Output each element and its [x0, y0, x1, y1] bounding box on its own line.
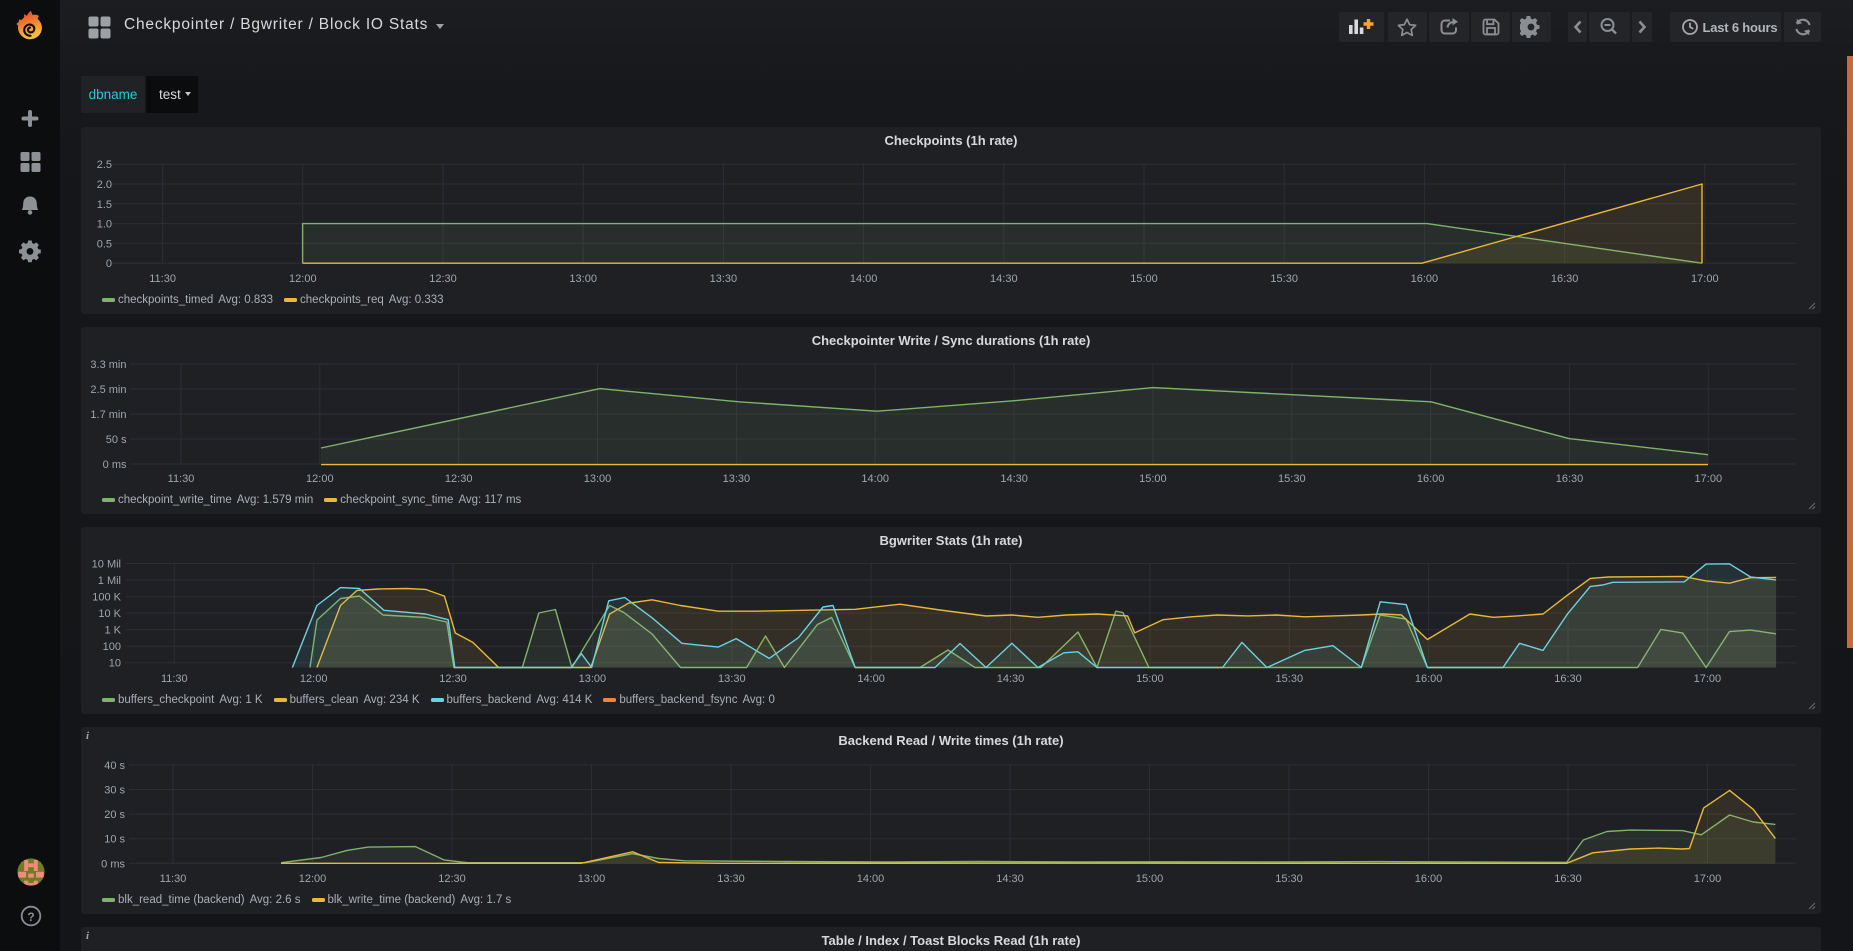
- svg-text:17:00: 17:00: [1695, 473, 1723, 485]
- svg-text:0 ms: 0 ms: [101, 858, 125, 870]
- svg-text:14:00: 14:00: [857, 873, 885, 885]
- svg-text:14:30: 14:30: [996, 873, 1024, 885]
- svg-text:10 Mil: 10 Mil: [92, 559, 121, 571]
- svg-text:12:30: 12:30: [445, 473, 473, 485]
- svg-text:20 s: 20 s: [104, 809, 125, 821]
- svg-text:14:00: 14:00: [857, 673, 885, 685]
- svg-text:0.5: 0.5: [97, 238, 112, 250]
- svg-text:13:00: 13:00: [578, 873, 606, 885]
- svg-text:10 K: 10 K: [98, 608, 121, 620]
- svg-text:15:00: 15:00: [1136, 873, 1164, 885]
- svg-text:13:30: 13:30: [718, 673, 746, 685]
- svg-text:1.7 min: 1.7 min: [90, 409, 126, 421]
- svg-text:?: ?: [27, 910, 34, 924]
- svg-text:13:30: 13:30: [723, 473, 751, 485]
- svg-text:40 s: 40 s: [104, 760, 125, 772]
- svg-text:15:00: 15:00: [1139, 473, 1167, 485]
- svg-text:10 s: 10 s: [104, 834, 125, 846]
- svg-text:17:00: 17:00: [1694, 673, 1722, 685]
- svg-text:100 K: 100 K: [92, 592, 121, 604]
- svg-text:13:00: 13:00: [579, 673, 607, 685]
- svg-text:2.5: 2.5: [97, 159, 112, 171]
- svg-text:13:30: 13:30: [717, 873, 745, 885]
- svg-text:16:00: 16:00: [1415, 873, 1443, 885]
- svg-text:11:30: 11:30: [160, 873, 187, 885]
- svg-text:17:00: 17:00: [1691, 273, 1719, 285]
- svg-text:11:30: 11:30: [168, 473, 195, 485]
- svg-text:16:00: 16:00: [1415, 673, 1443, 685]
- svg-text:12:30: 12:30: [429, 273, 457, 285]
- svg-text:11:30: 11:30: [149, 273, 176, 285]
- svg-text:12:00: 12:00: [289, 273, 317, 285]
- svg-text:15:00: 15:00: [1136, 673, 1164, 685]
- svg-text:12:30: 12:30: [438, 873, 466, 885]
- svg-text:16:30: 16:30: [1551, 273, 1579, 285]
- svg-text:0 ms: 0 ms: [103, 459, 127, 471]
- svg-text:13:00: 13:00: [569, 273, 597, 285]
- svg-text:15:30: 15:30: [1270, 273, 1298, 285]
- svg-text:30 s: 30 s: [104, 785, 125, 797]
- svg-text:14:00: 14:00: [861, 473, 889, 485]
- svg-text:14:00: 14:00: [850, 273, 878, 285]
- svg-text:11:30: 11:30: [161, 673, 188, 685]
- svg-text:13:00: 13:00: [584, 473, 612, 485]
- svg-text:16:00: 16:00: [1411, 273, 1439, 285]
- svg-text:10: 10: [109, 658, 121, 670]
- svg-text:100: 100: [103, 641, 121, 653]
- svg-text:1 Mil: 1 Mil: [98, 575, 121, 587]
- svg-text:15:30: 15:30: [1275, 873, 1303, 885]
- svg-text:16:30: 16:30: [1556, 473, 1584, 485]
- svg-text:3.3 min: 3.3 min: [90, 359, 126, 371]
- svg-text:1.0: 1.0: [97, 219, 112, 231]
- svg-text:1.5: 1.5: [97, 199, 112, 211]
- svg-text:12:00: 12:00: [299, 873, 327, 885]
- svg-text:13:30: 13:30: [710, 273, 738, 285]
- svg-text:16:30: 16:30: [1554, 873, 1582, 885]
- svg-text:16:00: 16:00: [1417, 473, 1445, 485]
- svg-text:14:30: 14:30: [990, 273, 1018, 285]
- svg-text:2.0: 2.0: [97, 179, 112, 191]
- svg-text:0: 0: [106, 258, 112, 270]
- svg-text:14:30: 14:30: [997, 673, 1025, 685]
- svg-text:12:00: 12:00: [306, 473, 334, 485]
- svg-text:12:00: 12:00: [300, 673, 328, 685]
- svg-text:15:30: 15:30: [1278, 473, 1306, 485]
- svg-text:12:30: 12:30: [439, 673, 467, 685]
- svg-text:15:00: 15:00: [1130, 273, 1158, 285]
- svg-text:16:30: 16:30: [1554, 673, 1582, 685]
- svg-text:17:00: 17:00: [1694, 873, 1722, 885]
- svg-text:50 s: 50 s: [106, 434, 127, 446]
- svg-text:15:30: 15:30: [1276, 673, 1304, 685]
- svg-text:1 K: 1 K: [104, 625, 121, 637]
- svg-text:2.5 min: 2.5 min: [90, 384, 126, 396]
- svg-text:14:30: 14:30: [1000, 473, 1028, 485]
